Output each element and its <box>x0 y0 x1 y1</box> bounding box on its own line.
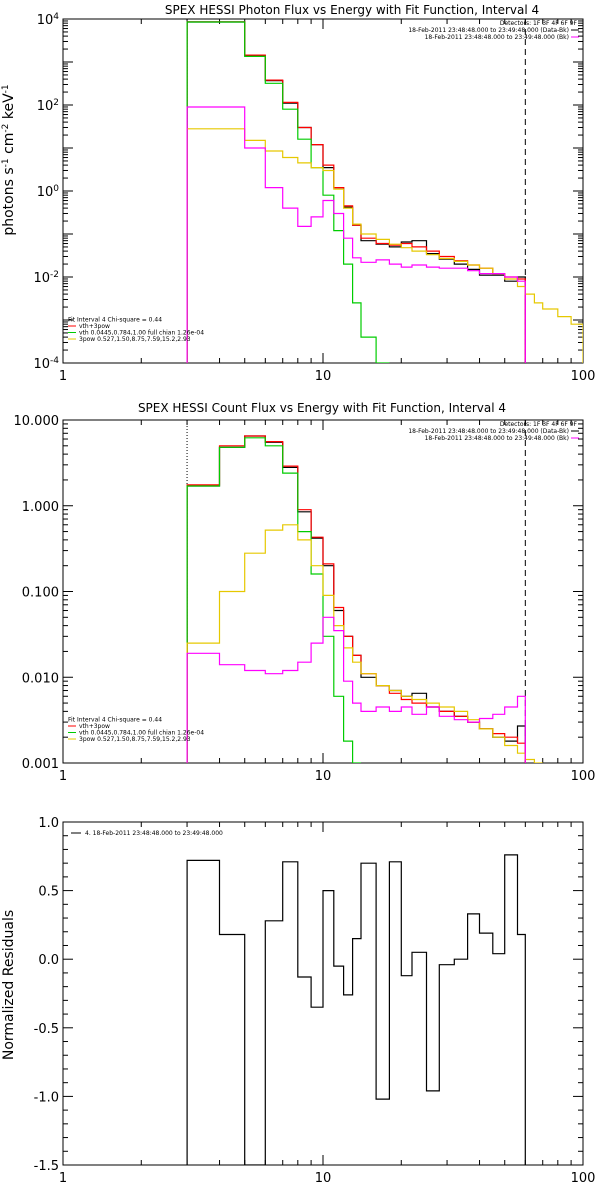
y-tick-label: 1.0 <box>38 816 59 831</box>
legend-entry: Fit Interval 4 Chi-square = 0.44 <box>68 317 162 324</box>
legend-entry: 18-Feb-2011 23:48:48.000 to 23:49:48.000… <box>425 34 569 41</box>
series-bk <box>186 616 526 763</box>
y-tick-label: -1.0 <box>34 1090 59 1105</box>
panel-title: SPEX HESSI Count Flux vs Energy with Fit… <box>138 401 506 415</box>
x-tick-label: 100 <box>571 369 596 384</box>
x-tick-label: 10 <box>315 769 332 784</box>
y-tick-label: 104 <box>37 12 60 28</box>
legend-entry: 18-Feb-2011 23:48:48.000 to 23:49:48.000… <box>408 27 569 34</box>
series-3pow <box>186 128 583 363</box>
legend-entry: 3pow 0.527,1.50,8.75,7.59,15.2,2.93 <box>79 336 191 343</box>
legend-entry: Detectors: 1F 3F 4F 6F 9F <box>500 20 578 27</box>
y-tick-label: 0.100 <box>22 586 59 601</box>
y-tick-label: 10-2 <box>33 270 59 286</box>
series-4-18-feb-2011-23-48-48-000-to-23-49-48-000 <box>186 854 526 1165</box>
legend-entry: vth 0.0445,0.784,1.00 full chian 1.26e-0… <box>79 730 204 737</box>
y-axis-label: photons s-1 cm-2 keV-1 <box>1 84 17 235</box>
x-tick-label: 1 <box>59 369 67 384</box>
residuals-panel: Normalized Residuals 1 10 100 1.0 0.5 0.0 -0.5… <box>1 816 595 1186</box>
series-group <box>186 21 583 363</box>
x-tick-label: 10 <box>315 1171 332 1186</box>
x-tick-label: 1 <box>59 769 67 784</box>
panel-title: SPEX HESSI Photon Flux vs Energy with Fi… <box>165 3 539 17</box>
legend-entry: vth 0.0445,0.784,1.00 full chian 1.26e-0… <box>79 330 204 337</box>
legend-entry: 4. 18-Feb-2011 23:48:48.000 to 23:49:48.… <box>85 830 223 837</box>
series-group <box>186 435 543 763</box>
y-tick-label: -1.5 <box>34 1159 59 1174</box>
y-tick-label: 10.000 <box>14 414 60 429</box>
series-group <box>186 854 526 1165</box>
photon-flux-panel: SPEX HESSI Photon Flux vs Energy with Fi… <box>1 3 595 384</box>
y-tick-label: 0.0 <box>38 953 59 968</box>
y-tick-label: 102 <box>37 98 59 114</box>
legend-entry: 3pow 0.527,1.50,8.75,7.59,15.2,2.93 <box>79 736 191 743</box>
y-tick-label: 10-4 <box>33 356 59 372</box>
x-tick-label: 100 <box>571 1171 596 1186</box>
series-3pow <box>186 524 543 763</box>
y-tick-label: 0.010 <box>22 671 59 686</box>
x-tick-label: 100 <box>571 769 596 784</box>
legend-entry: 18-Feb-2011 23:48:48.000 to 23:49:48.000… <box>408 428 569 435</box>
y-axis-label: Normalized Residuals <box>1 910 17 1060</box>
x-tick-label: 1 <box>59 1171 67 1186</box>
y-tick-label: 1.000 <box>22 500 59 515</box>
count-flux-panel: SPEX HESSI Count Flux vs Energy with Fit… <box>14 401 596 784</box>
legend-entry: Fit Interval 4 Chi-square = 0.44 <box>68 717 162 724</box>
legend-entry: 18-Feb-2011 23:48:48.000 to 23:49:48.000… <box>425 435 569 442</box>
legend-entry: Detectors: 1F 3F 4F 6F 9F <box>500 421 578 428</box>
series-bk <box>186 106 526 363</box>
x-tick-label: 10 <box>315 369 332 384</box>
y-tick-label: -0.5 <box>34 1022 59 1037</box>
y-tick-label: 0.001 <box>22 757 59 772</box>
y-tick-label: 100 <box>37 184 60 200</box>
legend-entry: vth+3pow <box>79 323 110 330</box>
y-tick-label: 0.5 <box>38 885 59 900</box>
legend-entry: vth+3pow <box>79 723 110 730</box>
